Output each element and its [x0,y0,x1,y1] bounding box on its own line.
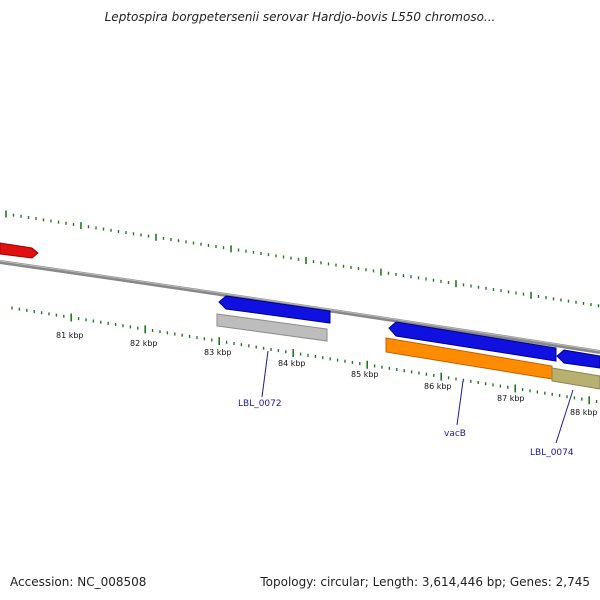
kbp-label: 84 kbp [278,359,306,368]
genome-backbone [0,260,600,354]
kbp-label: 86 kbp [424,382,452,391]
map-title: Leptospira borgpetersenii serovar Hardjo… [104,10,496,24]
red-feature-arrow[interactable] [0,242,39,259]
label-line-LBL_0072 [261,350,269,398]
kbp-label: 82 kbp [130,339,158,348]
kbp-label: 85 kbp [351,370,379,379]
reverse-cds-gray[interactable] [216,313,328,342]
kbp-label: 81 kbp [56,331,84,340]
gene-label-vacB[interactable]: vacB [444,429,466,439]
inner-tick-ruler [11,306,598,405]
gene-label-LBL_0072[interactable]: LBL_0072 [238,399,282,409]
label-line-vacB [456,380,464,426]
outer-tick-ruler [5,210,600,308]
genome-summary-text: Topology: circular; Length: 3,614,446 bp… [260,575,590,589]
reverse-cds-olive[interactable] [551,367,600,390]
accession-text: Accession: NC_008508 [10,575,147,589]
forward-cds-arrow-2[interactable] [388,321,557,362]
kbp-label: 88 kbp [570,408,598,417]
forward-cds-arrow-1[interactable] [218,295,331,324]
genome-backbone-highlight [0,260,600,352]
gene-label-LBL_0074[interactable]: LBL_0074 [530,448,574,458]
forward-cds-arrow-3[interactable] [556,349,600,369]
label-line-LBL_0074 [555,389,574,444]
kbp-label: 83 kbp [204,348,232,357]
kbp-label: 87 kbp [497,394,525,403]
